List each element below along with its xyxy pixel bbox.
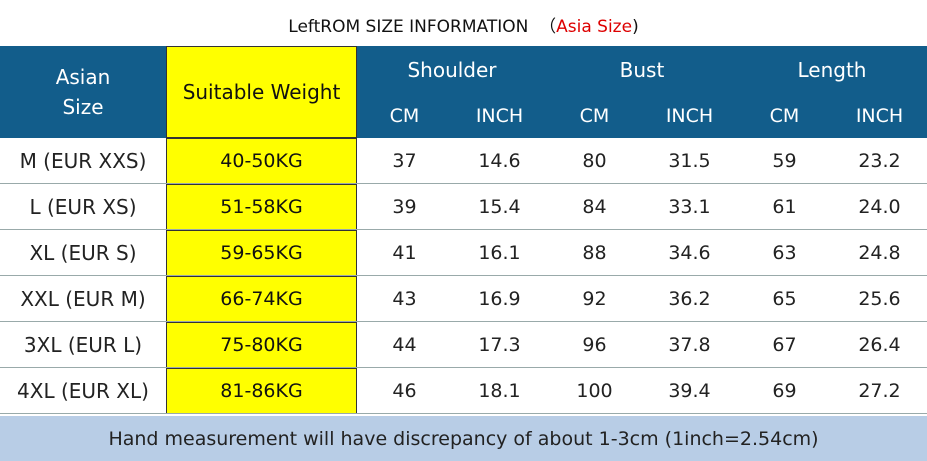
measure-cell: 84 [582,196,607,218]
measure-cell: 16.9 [478,288,521,310]
measure-cell: 61 [772,196,797,218]
measure-cell: 16.1 [478,242,521,264]
title: LeftROM SIZE INFORMATION （Asia Size) [0,12,927,37]
weight-cell: 40-50KG [166,138,357,184]
header-unit: INCH [832,94,927,138]
measure-cell: 69 [772,380,797,402]
footer-note: Hand measurement will have discrepancy o… [0,416,927,461]
weight-cell: 75-80KG [166,322,357,368]
measure-cell: 44 [392,334,417,356]
measure-cell: 59 [772,150,797,172]
header-weight: Suitable Weight [166,46,357,138]
row-divider [0,413,927,414]
title-text: LeftROM SIZE INFORMATION （ [288,17,557,37]
measure-cell: 24.0 [858,196,901,218]
size-cell: 4XL (EUR XL) [17,379,149,403]
measure-cell: 37.8 [668,334,711,356]
measure-cell: 14.6 [478,150,521,172]
weight-cell: 59-65KG [166,230,357,276]
row-divider [0,367,927,368]
measure-cell: 39.4 [668,380,711,402]
header-unit: CM [357,94,452,138]
row-divider [0,229,927,230]
weight-cell: 51-58KG [166,184,357,230]
measure-cell: 18.1 [478,380,521,402]
measure-cell: 46 [392,380,417,402]
measure-cell: 39 [392,196,417,218]
header-unit: CM [737,94,832,138]
measure-cell: 33.1 [668,196,711,218]
title-highlight: Asia Size [556,17,633,37]
measure-cell: 41 [392,242,417,264]
size-cell: L (EUR XS) [29,195,137,219]
measure-cell: 96 [582,334,607,356]
measure-cell: 36.2 [668,288,711,310]
weight-cell: 66-74KG [166,276,357,322]
measure-cell: 80 [582,150,607,172]
measure-cell: 37 [392,150,417,172]
header-unit: INCH [452,94,547,138]
size-cell: XXL (EUR M) [20,287,146,311]
header-group: Length [737,46,927,94]
measure-cell: 43 [392,288,417,310]
measure-cell: 65 [772,288,797,310]
measure-cell: 26.4 [858,334,901,356]
measure-cell: 92 [582,288,607,310]
measure-cell: 34.6 [668,242,711,264]
measure-cell: 67 [772,334,797,356]
measure-cell: 27.2 [858,380,901,402]
row-divider [0,321,927,322]
size-cell: 3XL (EUR L) [23,333,143,357]
weight-cell: 81-86KG [166,368,357,414]
measure-cell: 25.6 [858,288,901,310]
row-divider [0,183,927,184]
size-cell: M (EUR XXS) [19,149,147,173]
measure-cell: 17.3 [478,334,521,356]
measure-cell: 100 [576,380,613,402]
measure-cell: 15.4 [478,196,521,218]
header-unit: CM [547,94,642,138]
measure-cell: 63 [772,242,797,264]
measure-cell: 23.2 [858,150,901,172]
measure-cell: 24.8 [858,242,901,264]
header-unit: INCH [642,94,737,138]
measure-cell: 88 [582,242,607,264]
header-group: Shoulder [357,46,547,94]
size-cell: XL (EUR S) [29,241,137,265]
measure-cell: 31.5 [668,150,711,172]
row-divider [0,275,927,276]
header-size: Asian Size [0,46,166,138]
header-group: Bust [547,46,737,94]
title-suffix: ) [632,17,639,37]
